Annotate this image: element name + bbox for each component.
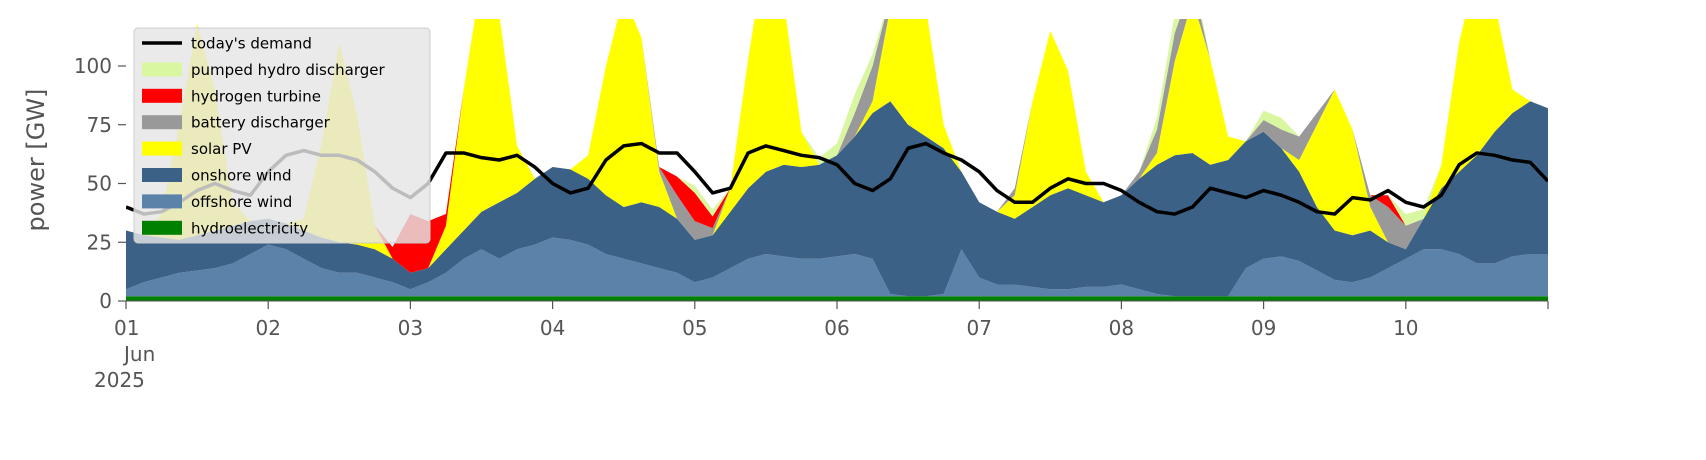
y-tick-label: 25 (87, 230, 112, 254)
area (126, 296, 1548, 301)
legend-label: battery discharger (191, 114, 331, 132)
legend-label: today's demand (191, 35, 312, 53)
x-tick-label: 05 (682, 316, 707, 340)
x-tick-label: 10 (1393, 316, 1418, 340)
y-tick-label: 0 (99, 289, 112, 313)
legend-swatch (142, 220, 182, 235)
y-tick-label: 50 (87, 172, 112, 196)
legend: today's demand pumped hydro discharger hyd… (133, 27, 431, 244)
y-axis-label: power [GW] (22, 89, 50, 232)
x-tick-label: 09 (1251, 316, 1276, 340)
legend-label: pumped hydro discharger (191, 61, 385, 79)
legend-label: solar PV (191, 140, 252, 158)
area (126, 19, 1548, 273)
x-tick-label: 08 (1109, 316, 1134, 340)
x-tick-label: 04 (540, 316, 565, 340)
x-tick-label: 06 (824, 316, 849, 340)
legend-label: hydroelectricity (191, 219, 308, 237)
area (126, 19, 1548, 273)
area (126, 237, 1548, 297)
legend-swatch (142, 194, 182, 209)
y-tick-label: 75 (87, 113, 112, 137)
area (126, 101, 1548, 297)
legend-box (133, 27, 431, 244)
plot-area (126, 19, 1548, 301)
y-tick-label: 100 (74, 54, 112, 78)
axes: 0 25 50 75 100 01 Jun 2025 02 03 04 05 06 07 08 09 10 (74, 54, 1549, 392)
legend-swatch (142, 115, 182, 130)
x-tick-label: 07 (966, 316, 991, 340)
legend-label: offshore wind (191, 193, 292, 211)
legend-swatch (142, 168, 182, 182)
legend-label: hydrogen turbine (191, 87, 321, 105)
legend-label: onshore wind (191, 167, 291, 185)
legend-swatch (142, 88, 182, 103)
x-tick-label: 03 (398, 316, 423, 340)
x-tick-label: 01 Jun 2025 (94, 316, 155, 392)
legend-swatch (142, 62, 182, 77)
x-tick-label: 02 (255, 316, 280, 340)
area (126, 19, 1548, 247)
legend-swatch (142, 141, 182, 156)
